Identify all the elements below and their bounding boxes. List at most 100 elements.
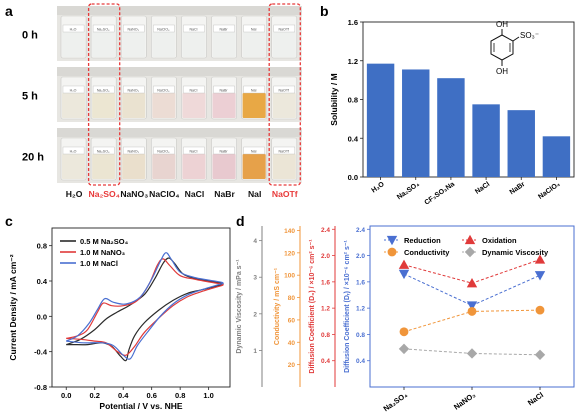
vial-label-sticker	[183, 24, 205, 33]
legend-marker	[386, 235, 398, 246]
data-point	[398, 269, 410, 280]
solution-label: NaOTf	[272, 189, 298, 199]
vial-liquid	[92, 32, 116, 57]
oh-top-label: OH	[496, 20, 508, 29]
vial-liquid	[182, 32, 206, 57]
legend-label: 1.0 M NaCl	[80, 259, 118, 268]
y-tick-label: 2.0	[356, 253, 365, 260]
vial-label-sticker	[153, 146, 175, 155]
oh-bottom-label: OH	[496, 67, 508, 76]
data-point	[467, 307, 477, 316]
vial-liquid	[212, 32, 236, 57]
legend-marker	[464, 234, 476, 245]
vial-label-sticker	[122, 24, 145, 33]
x-tick-label: NaCl	[474, 181, 491, 196]
data-point	[399, 327, 409, 337]
y-tick-label: 0.4	[356, 358, 365, 365]
vial-label-text: NaOTf	[278, 28, 289, 32]
solution-label: NaI	[248, 189, 261, 199]
vial-label-sticker	[243, 24, 265, 33]
vial-caps	[57, 6, 302, 15]
y-tick-label: 1.6	[348, 18, 358, 27]
vial-label-sticker	[273, 146, 296, 155]
legend-label: Reduction	[404, 236, 441, 245]
panel-a-photo: a H₂O Na₂SO₄ NaNO₃ NaClO₄ NaCl NaBr NaI NaOTf H₂…	[5, 3, 302, 199]
y-tick-label: 2.0	[321, 253, 330, 260]
highlight-box	[268, 3, 301, 186]
vial-label-text: Na₂SO₄	[97, 89, 110, 93]
vial-label-text: H₂O	[70, 28, 77, 32]
vial-label-text: NaI	[251, 89, 257, 93]
panel-a-letter: a	[5, 3, 13, 19]
vial-label-text: NaClO₄	[157, 28, 170, 32]
vial-liquid	[242, 93, 266, 118]
vial-label-sticker	[122, 146, 145, 155]
vial-label-sticker	[62, 24, 85, 33]
bond	[512, 36, 520, 42]
data-point	[534, 254, 546, 264]
y-tick-label: 0.8	[348, 96, 358, 105]
vial-label-sticker	[62, 85, 85, 94]
vial-liquid	[92, 154, 116, 179]
x-axis-label: Potential / V vs. NHE	[99, 401, 182, 411]
vial-liquid	[62, 93, 86, 118]
vial-liquid	[272, 32, 296, 57]
vial-label-sticker	[213, 85, 235, 94]
x-tick-label: 1.0	[203, 391, 213, 400]
x-tick-label: NaBr	[509, 181, 527, 196]
vial-liquid	[242, 154, 266, 179]
y-tick-label: 0.8	[356, 332, 365, 339]
vial-liquid	[152, 32, 176, 57]
solution-label: NaBr	[214, 189, 235, 199]
vial-label-text: NaBr	[219, 28, 228, 32]
bar	[366, 63, 395, 177]
vial-label-text: H₂O	[70, 150, 77, 154]
vial-liquid	[62, 32, 86, 57]
highlight-box	[87, 3, 121, 186]
vial-liquid	[122, 32, 146, 57]
solution-label: H₂O	[66, 189, 83, 199]
x-tick-label: 0.8	[175, 391, 185, 400]
vial-label-text: NaClO₄	[157, 89, 170, 93]
vial-label-text: NaNO₃	[128, 28, 140, 32]
y-axis-label: Dynamic Viscosity / mPa s⁻¹	[236, 259, 243, 354]
panel-d-letter: d	[236, 213, 245, 229]
vial-liquid	[62, 154, 86, 179]
y-tick-label: 100	[284, 273, 295, 280]
panel-b-letter: b	[320, 3, 329, 19]
vial-label-text: NaCl	[189, 28, 197, 32]
data-point	[466, 277, 478, 288]
time-label: 20 h	[22, 152, 44, 164]
y-tick-label: 1.2	[356, 306, 365, 313]
y-tick-label: 1.2	[348, 57, 358, 66]
solution-label: NaCl	[185, 189, 205, 199]
vial-label-sticker	[92, 85, 115, 94]
y-tick-label: 20	[288, 362, 296, 369]
vial-caps	[57, 128, 302, 137]
panel-c-cv-chart: c 0.0 0.2 0.4 0.6 0.8 1.0 -0.8 -0.4 0.0 0.4 0.8 0.5…	[5, 213, 231, 411]
vial-label-sticker	[122, 85, 145, 94]
y-tick-label: 3	[253, 275, 257, 282]
data-point	[535, 305, 545, 315]
vial-label-text: NaOTf	[278, 89, 289, 93]
legend-label: Dynamic Viscosity	[482, 248, 549, 257]
vial-label-text: NaNO₃	[128, 89, 140, 93]
bar	[542, 136, 571, 177]
y-tick-label: 80	[288, 295, 296, 302]
vial-liquid	[152, 93, 176, 118]
y-axis-label: Conductivity / mS cm⁻¹	[274, 267, 281, 345]
panel-c-letter: c	[5, 213, 13, 229]
y-axis-label: Current Density / mA cm⁻²	[8, 254, 18, 360]
vial-label-text: NaCl	[189, 150, 197, 154]
y-tick-label: 0.4	[37, 277, 48, 286]
so3-label: SO₃⁻	[520, 31, 539, 40]
legend-label: 0.5 M Na₂SO₄	[80, 237, 129, 246]
x-tick-label: CF₃SO₃Na	[423, 181, 456, 207]
x-tick-label: NaClO₄	[537, 181, 561, 201]
vial-label-text: NaCl	[189, 89, 197, 93]
vial-label-sticker	[273, 85, 296, 94]
y-tick-label: 0.0	[37, 312, 47, 321]
vial-label-sticker	[243, 146, 265, 155]
y-tick-label: 1.6	[356, 279, 365, 286]
